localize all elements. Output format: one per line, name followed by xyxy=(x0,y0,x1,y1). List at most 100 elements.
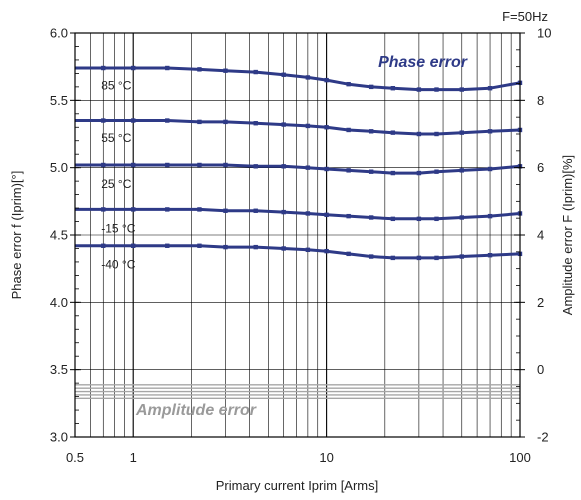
y-axis-left-label: Phase error f (Iprim)[°] xyxy=(9,171,24,300)
data-point xyxy=(131,118,136,123)
data-point xyxy=(459,215,464,220)
data-point xyxy=(434,216,439,222)
data-point xyxy=(434,169,439,174)
tick-layer: 3.0 3.5 4.0 4.5 5.0 5.5 6.0 -2 0 2 4 6 8 10 0.5 1 10 100 xyxy=(50,26,552,466)
data-point xyxy=(346,251,351,257)
data-point xyxy=(346,213,351,219)
data-point xyxy=(416,87,422,92)
y-left-tick-label: 3.0 xyxy=(50,430,68,445)
y-right-tick-label: 4 xyxy=(537,228,544,243)
data-point xyxy=(253,69,258,75)
y-left-tick-label: 5.5 xyxy=(50,93,68,108)
data-point xyxy=(253,208,258,213)
data-point xyxy=(101,65,106,71)
data-point xyxy=(305,75,311,80)
data-point xyxy=(281,246,286,251)
y-right-tick-label: 2 xyxy=(537,295,544,310)
data-point xyxy=(223,244,228,250)
data-point xyxy=(459,87,464,92)
x-tick-label: 100 xyxy=(509,450,531,465)
data-point xyxy=(131,207,136,212)
amplitude-error-annotation: Amplitude error xyxy=(135,402,257,419)
x-axis-label: Primary current Iprim [Arms] xyxy=(216,478,379,493)
y-right-tick-label: -2 xyxy=(537,430,549,445)
x-tick-label: 1 xyxy=(130,450,137,465)
data-point xyxy=(253,121,258,126)
data-point xyxy=(281,164,286,169)
frequency-label: F=50Hz xyxy=(502,9,548,24)
data-point xyxy=(165,243,170,248)
data-point xyxy=(197,67,202,72)
y-left-tick-label: 5.0 xyxy=(50,160,68,175)
data-point xyxy=(487,129,493,134)
data-point xyxy=(487,253,493,258)
data-point xyxy=(416,170,422,176)
y-left-tick-label: 6.0 xyxy=(50,26,68,41)
phase-error-line xyxy=(75,119,521,136)
data-point xyxy=(390,255,396,261)
data-point xyxy=(223,68,228,73)
phase-error-annotation: Phase error xyxy=(378,54,468,71)
data-point xyxy=(324,125,329,130)
data-point xyxy=(197,119,202,125)
data-point xyxy=(281,209,286,215)
grid xyxy=(75,32,520,438)
data-point xyxy=(346,127,351,133)
data-point xyxy=(487,166,493,172)
data-point xyxy=(253,244,258,250)
data-point xyxy=(281,72,286,77)
data-point xyxy=(390,216,396,222)
data-point xyxy=(459,130,464,135)
data-point xyxy=(197,162,202,168)
series-label: 25 °C xyxy=(101,177,131,191)
data-point xyxy=(416,216,422,222)
data-point xyxy=(223,208,228,213)
data-point xyxy=(346,81,351,87)
data-point xyxy=(416,255,422,261)
data-point xyxy=(131,65,136,71)
data-point xyxy=(305,247,311,253)
data-point xyxy=(324,212,329,217)
data-point xyxy=(101,207,106,212)
y-axis-right-label: Amplitude error F (Iprim)[%] xyxy=(560,155,575,315)
data-point xyxy=(101,162,106,168)
data-point xyxy=(165,162,170,168)
y-right-tick-label: 6 xyxy=(537,160,544,175)
data-point xyxy=(346,168,351,173)
data-point xyxy=(223,162,228,168)
data-point xyxy=(390,130,396,135)
series-label: -40 °C xyxy=(101,258,135,272)
data-point xyxy=(197,243,202,248)
data-point xyxy=(390,170,396,176)
data-point xyxy=(434,87,439,92)
y-right-tick-label: 8 xyxy=(537,93,544,108)
data-point xyxy=(368,129,374,134)
data-point xyxy=(324,77,329,83)
data-point xyxy=(487,86,493,91)
y-left-tick-label: 4.0 xyxy=(50,295,68,310)
data-point xyxy=(223,119,228,125)
data-point xyxy=(324,166,329,172)
y-right-tick-label: 0 xyxy=(537,362,544,377)
data-point xyxy=(368,215,374,220)
phase-error-line xyxy=(75,244,521,260)
data-point xyxy=(416,131,422,137)
series-layer: 85 °C 55 °C 25 °C -15 °C -40 °C xyxy=(75,65,523,399)
series-label: 85 °C xyxy=(101,79,131,93)
data-point xyxy=(434,255,439,261)
data-point xyxy=(434,131,439,137)
data-point xyxy=(305,211,311,216)
phase-error-line xyxy=(75,207,521,221)
data-point xyxy=(324,248,329,254)
data-point xyxy=(281,122,286,127)
data-point xyxy=(305,123,311,129)
data-point xyxy=(459,254,464,259)
data-point xyxy=(165,207,170,212)
data-point xyxy=(253,164,258,169)
y-left-tick-label: 3.5 xyxy=(50,362,68,377)
phase-error-line xyxy=(75,163,521,175)
y-left-tick-label: 4.5 xyxy=(50,228,68,243)
data-point xyxy=(487,213,493,219)
data-point xyxy=(131,162,136,168)
x-tick-label: 0.5 xyxy=(66,450,84,465)
